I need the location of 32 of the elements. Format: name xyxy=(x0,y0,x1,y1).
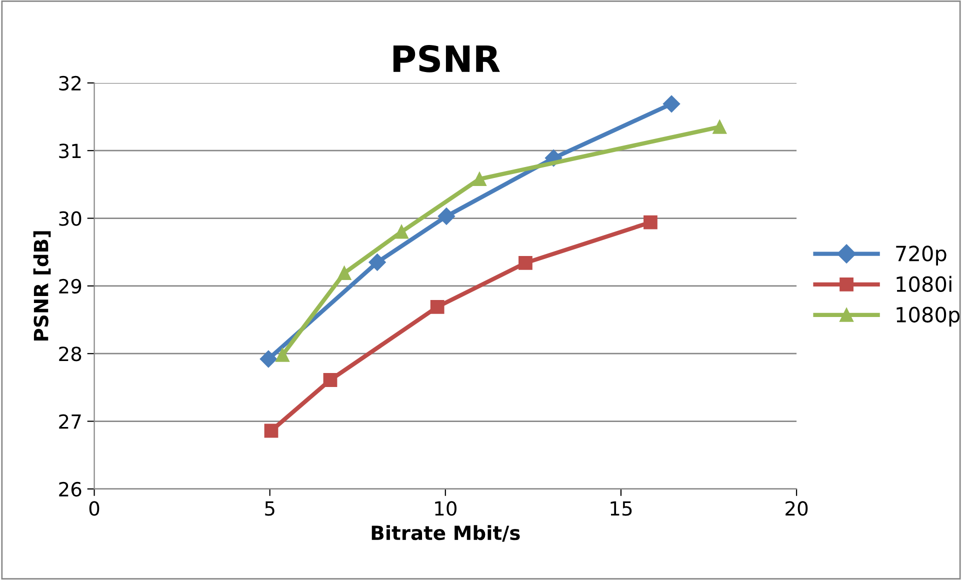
point xyxy=(644,215,658,230)
y-tick-label: 27 xyxy=(59,414,81,429)
point xyxy=(430,300,444,314)
legend-label: 1080i xyxy=(896,276,952,292)
y-tick-label: 28 xyxy=(59,346,82,362)
point xyxy=(260,350,277,368)
x-tick-label: 10 xyxy=(435,501,456,516)
point xyxy=(438,208,456,225)
legend-label: 720p xyxy=(896,246,946,266)
y-tick-label: 29 xyxy=(59,278,82,294)
point xyxy=(662,95,680,112)
x-tick-label: 0 xyxy=(89,501,100,516)
point xyxy=(264,424,278,438)
point xyxy=(518,256,532,270)
y-tick-label: 32 xyxy=(59,76,81,91)
point xyxy=(337,266,352,280)
x-tick-label: 5 xyxy=(265,501,274,516)
x-tick-label: 20 xyxy=(786,501,808,516)
chart-title: PSNR xyxy=(393,45,500,72)
point xyxy=(368,254,386,271)
legend-label: 1080p xyxy=(896,306,960,327)
y-axis-title: PSNR [dB] xyxy=(33,231,51,341)
point xyxy=(276,348,290,362)
x-tick-label: 15 xyxy=(610,501,632,516)
y-tick-label: 31 xyxy=(59,144,81,158)
point xyxy=(712,120,727,134)
y-tick-label: 26 xyxy=(59,482,82,497)
point xyxy=(472,172,486,186)
y-tick-label: 30 xyxy=(59,211,82,226)
point xyxy=(394,224,408,239)
x-axis-title: Bitrate Mbit/s xyxy=(372,525,520,542)
point xyxy=(323,373,338,387)
